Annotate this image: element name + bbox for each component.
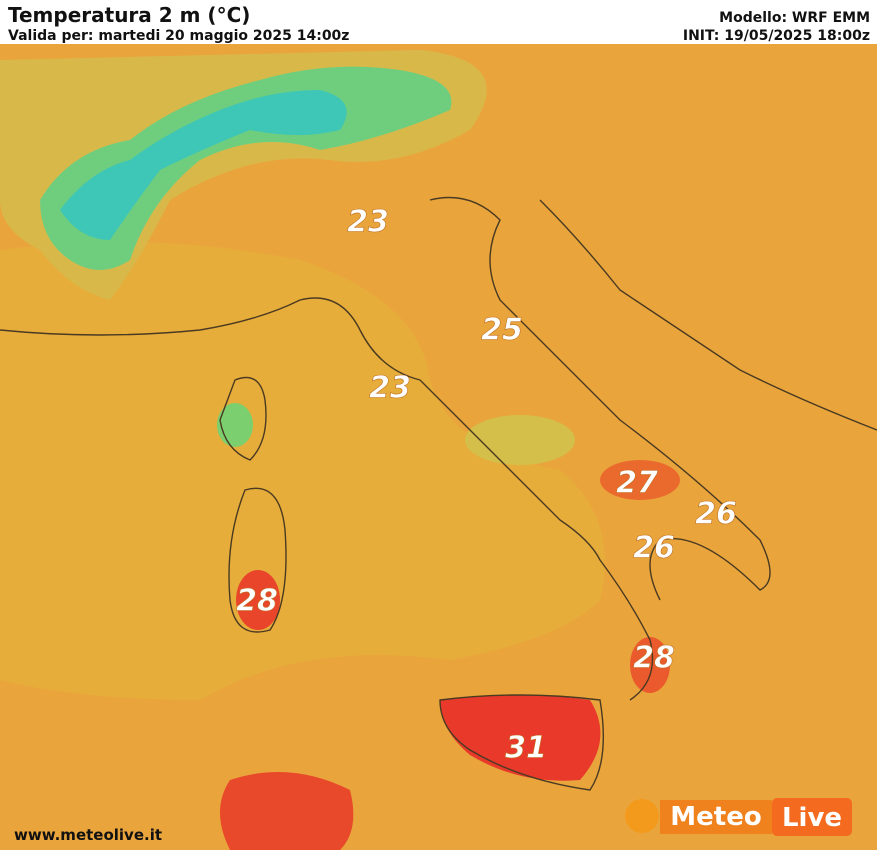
temperature-field [0, 44, 877, 850]
logo-sun [625, 799, 659, 833]
site-url: www.meteolive.it [14, 826, 162, 844]
logo-left: Meteo [670, 802, 761, 832]
tunisia-red [220, 772, 354, 850]
apulia-warm [600, 460, 680, 500]
temperature-label: 23 [369, 371, 411, 406]
sardinia-red [236, 570, 280, 630]
corsica-coast [219, 376, 267, 461]
corsica-green [217, 403, 253, 447]
header-bar [0, 0, 877, 44]
italy-coast [299, 196, 771, 701]
sicily-red [440, 695, 601, 781]
map-title: Temperatura 2 m (°C) [8, 3, 250, 27]
balkan-coast [539, 199, 877, 431]
temperature-label: 27 [616, 466, 658, 501]
init-time: INIT: 19/05/2025 18:00z [683, 28, 870, 44]
temperature-label: 26 [695, 497, 737, 532]
temperature-label: 28 [236, 584, 278, 619]
alps-cyan [60, 90, 347, 240]
temperature-label: 31 [505, 731, 547, 766]
logo-right-box [772, 798, 852, 836]
alps-green [40, 66, 452, 271]
temperature-label: 23 [347, 205, 389, 240]
header: Temperatura 2 m (°C) Valida per: martedi… [0, 0, 877, 44]
calabria-warm [630, 637, 670, 693]
coastlines [0, 196, 877, 791]
temperature-label: 25 [481, 313, 523, 348]
apennine-cool [465, 415, 575, 465]
valid-time: Valida per: martedi 20 maggio 2025 14:00… [8, 28, 349, 44]
temperature-labels: 23 25 23 27 26 26 28 28 31 [236, 204, 737, 766]
sicily-coast [439, 694, 604, 791]
temperature-label: 28 [633, 641, 675, 676]
temperature-label: 26 [633, 531, 675, 566]
sardinia-coast [228, 487, 287, 633]
logo-right: Live [782, 803, 842, 833]
france-coast [0, 299, 301, 336]
footer: www.meteolive.it Meteo Live [14, 798, 852, 844]
mild-zone [0, 242, 605, 700]
model-name: Modello: WRF EMM [719, 10, 870, 26]
logo-left-box [660, 800, 772, 834]
